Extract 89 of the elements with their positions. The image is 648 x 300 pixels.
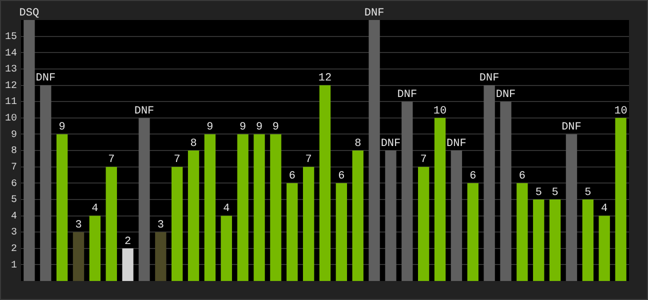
bar bbox=[106, 166, 117, 281]
bar bbox=[467, 183, 478, 281]
data-label: 3 bbox=[157, 219, 164, 232]
data-label: 9 bbox=[206, 122, 214, 134]
bar bbox=[319, 85, 331, 281]
bar bbox=[336, 183, 348, 281]
y-tick-label: 5 bbox=[10, 195, 17, 206]
data-label: 9 bbox=[240, 122, 246, 134]
data-label: DNF bbox=[446, 138, 466, 150]
bar bbox=[368, 20, 380, 281]
bar bbox=[402, 102, 413, 281]
bar bbox=[434, 118, 446, 281]
data-label: 12 bbox=[318, 72, 332, 85]
bar bbox=[549, 199, 561, 281]
y-tick-label: 12 bbox=[4, 80, 17, 92]
bar bbox=[484, 85, 495, 281]
data-label: 6 bbox=[470, 170, 476, 183]
data-label: 6 bbox=[518, 170, 526, 183]
data-label: 8 bbox=[354, 138, 362, 150]
data-label: 5 bbox=[552, 186, 558, 199]
y-tick-label: 2 bbox=[10, 244, 17, 256]
data-label: 4 bbox=[601, 203, 608, 216]
y-tick-label: 11 bbox=[4, 97, 17, 108]
bar bbox=[516, 183, 528, 281]
data-label: 9 bbox=[58, 122, 66, 134]
data-label: 6 bbox=[338, 170, 345, 183]
bar bbox=[254, 134, 265, 281]
data-label: DNF bbox=[380, 138, 401, 150]
data-label: 5 bbox=[535, 186, 542, 199]
y-tick-label: 6 bbox=[10, 178, 17, 190]
y-tick-label: 8 bbox=[10, 146, 17, 158]
bar bbox=[500, 102, 512, 281]
bar bbox=[582, 199, 594, 281]
y-tick-label: 3 bbox=[10, 228, 17, 239]
bar bbox=[155, 232, 166, 281]
bar bbox=[566, 134, 578, 281]
y-tick-label: 7 bbox=[10, 162, 17, 174]
data-label: 7 bbox=[305, 154, 312, 166]
data-label: 8 bbox=[190, 138, 197, 150]
y-tick-label: 13 bbox=[4, 64, 17, 76]
data-label: DNF bbox=[134, 105, 154, 118]
data-label: 9 bbox=[256, 122, 263, 134]
bar bbox=[24, 20, 35, 281]
bar bbox=[40, 85, 52, 281]
data-label: DNF bbox=[479, 72, 500, 85]
bar bbox=[598, 216, 610, 281]
data-label: 10 bbox=[614, 105, 628, 118]
data-label: 5 bbox=[584, 186, 592, 199]
bar bbox=[89, 216, 101, 281]
bar bbox=[56, 134, 68, 281]
data-label: DNF bbox=[562, 122, 582, 134]
data-label: 7 bbox=[174, 154, 180, 166]
data-label: 10 bbox=[433, 105, 447, 118]
data-label: 4 bbox=[92, 203, 99, 216]
bar bbox=[204, 134, 216, 281]
bar bbox=[286, 183, 298, 281]
data-label: DNF bbox=[364, 7, 384, 20]
data-label: 7 bbox=[420, 154, 427, 166]
data-label: 7 bbox=[108, 154, 115, 166]
bar bbox=[122, 248, 134, 281]
bar bbox=[188, 150, 200, 281]
bar bbox=[237, 134, 248, 281]
bar bbox=[533, 199, 544, 281]
data-label: 3 bbox=[75, 219, 82, 232]
data-label: 2 bbox=[124, 236, 132, 248]
bar bbox=[352, 150, 364, 281]
bar bbox=[418, 166, 430, 281]
y-tick-label: 14 bbox=[4, 48, 17, 60]
bar bbox=[220, 216, 232, 281]
data-label: 4 bbox=[223, 203, 230, 216]
bar bbox=[72, 232, 84, 281]
bar bbox=[270, 134, 282, 281]
y-tick-label: 10 bbox=[4, 114, 17, 125]
data-label: DNF bbox=[36, 72, 56, 85]
data-label: DSQ bbox=[19, 7, 40, 20]
bar bbox=[615, 118, 626, 281]
bar bbox=[450, 150, 462, 281]
y-tick-label: 1 bbox=[10, 260, 17, 272]
data-label: DNF bbox=[397, 88, 418, 101]
data-label: 9 bbox=[272, 122, 280, 134]
bar bbox=[302, 166, 314, 281]
bar bbox=[172, 166, 183, 281]
bar bbox=[385, 150, 396, 281]
bar bbox=[138, 118, 150, 281]
data-label: 6 bbox=[288, 170, 296, 183]
y-tick-label: 15 bbox=[4, 32, 17, 43]
data-label: DNF bbox=[496, 88, 516, 101]
y-tick-label: 4 bbox=[10, 211, 17, 222]
y-tick-label: 9 bbox=[10, 130, 17, 141]
